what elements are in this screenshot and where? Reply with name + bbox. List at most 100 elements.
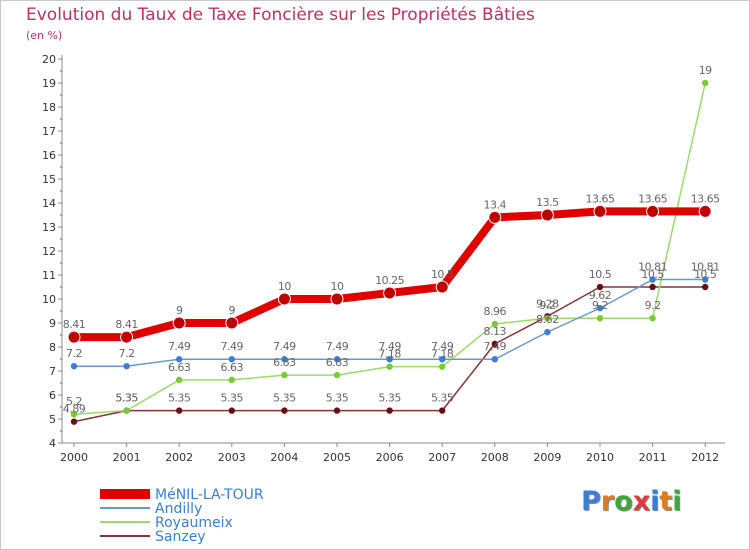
data-point <box>225 316 239 330</box>
data-point <box>70 418 78 425</box>
data-label: 19 <box>699 64 712 77</box>
y-tick-label: 12 <box>42 245 56 258</box>
data-point <box>698 204 712 218</box>
data-point <box>172 316 186 330</box>
data-point <box>383 286 397 300</box>
y-tick-label: 20 <box>42 53 56 66</box>
data-label: 13.5 <box>536 196 559 209</box>
y-tick-label: 15 <box>42 173 56 186</box>
chart-title: Evolution du Taux de Taxe Foncière sur l… <box>26 5 535 25</box>
data-point <box>277 292 291 306</box>
data-label: 7.2 <box>66 347 82 360</box>
data-label: 8.62 <box>536 313 559 326</box>
data-label: 9.2 <box>592 299 608 312</box>
data-label: 9.2 <box>645 299 661 312</box>
y-tick-label: 11 <box>42 269 56 282</box>
data-point <box>544 315 551 322</box>
data-label: 5.35 <box>168 392 191 405</box>
data-label: 10.5 <box>589 268 612 281</box>
data-point <box>333 407 341 414</box>
data-label: 5.35 <box>378 392 401 405</box>
legend-label: Andilly <box>155 501 202 517</box>
data-label: 10.25 <box>375 274 404 287</box>
data-label: 10.5 <box>431 268 454 281</box>
data-label: 5.35 <box>273 392 296 405</box>
data-point <box>596 304 604 312</box>
data-label: 10.5 <box>694 268 717 281</box>
y-tick-label: 13 <box>42 221 56 234</box>
data-label: 6.63 <box>168 361 191 374</box>
data-point <box>646 204 660 218</box>
data-label: 5.35 <box>115 392 138 405</box>
x-tick-label: 2007 <box>428 451 456 464</box>
legend-label: Royaumeix <box>155 515 233 531</box>
data-label: 7.49 <box>378 340 401 353</box>
y-tick-label: 5 <box>49 413 56 426</box>
data-point <box>67 330 81 344</box>
data-point <box>123 407 130 414</box>
data-label: 7.49 <box>221 340 244 353</box>
data-point <box>491 340 498 348</box>
data-point <box>491 320 498 328</box>
data-label: 4.89 <box>63 403 86 416</box>
data-label: 6.63 <box>221 361 244 374</box>
data-point <box>70 411 78 418</box>
data-point <box>649 315 656 322</box>
data-label: 9.62 <box>589 289 612 302</box>
data-label: 5.2 <box>66 395 82 408</box>
data-point <box>386 407 393 414</box>
y-tick-label: 10 <box>42 293 56 306</box>
data-label: 5.35 <box>431 392 454 405</box>
data-label: 7.49 <box>431 340 454 353</box>
data-point <box>70 363 78 370</box>
data-point <box>228 376 235 384</box>
data-point <box>439 356 446 363</box>
legend-label: Sanzey <box>155 529 206 545</box>
data-label: 13.65 <box>691 192 720 205</box>
data-label: 10 <box>331 280 344 293</box>
data-label: 8.41 <box>63 318 86 331</box>
data-label: 6.83 <box>273 356 296 369</box>
x-tick-label: 2002 <box>165 451 193 464</box>
data-point <box>176 356 183 363</box>
data-point <box>439 363 446 370</box>
data-point <box>649 283 656 291</box>
data-label: 10 <box>278 280 291 293</box>
x-tick-label: 2004 <box>270 451 298 464</box>
data-point <box>649 276 656 283</box>
logo-letter: i <box>672 486 682 517</box>
data-point <box>333 371 341 379</box>
logo-letter: P <box>581 486 601 517</box>
data-label: 7.49 <box>484 340 507 353</box>
data-label: 9.2 <box>539 299 555 312</box>
data-point <box>593 204 607 218</box>
data-label: 13.65 <box>638 192 667 205</box>
x-tick-label: 2011 <box>639 451 667 464</box>
y-tick-label: 16 <box>42 149 56 162</box>
data-label: 5.35 <box>115 392 138 405</box>
x-tick-label: 2000 <box>60 451 88 464</box>
data-label: 8.41 <box>115 318 138 331</box>
y-tick-label: 17 <box>42 125 56 138</box>
data-point <box>386 356 393 363</box>
data-point <box>123 363 130 370</box>
data-label: 9 <box>229 304 236 317</box>
data-label: 7.49 <box>326 340 349 353</box>
data-point <box>330 292 344 306</box>
data-label: 5.35 <box>221 392 244 405</box>
y-tick-label: 6 <box>49 389 56 402</box>
y-tick-label: 9 <box>49 317 56 330</box>
data-point <box>702 283 709 291</box>
data-point <box>176 407 183 414</box>
data-label: 5.35 <box>326 392 349 405</box>
logo-letter: t <box>659 486 673 517</box>
data-label: 13.65 <box>586 192 615 205</box>
data-point <box>596 283 604 291</box>
x-tick-label: 2003 <box>218 451 246 464</box>
logo-letter: x <box>632 486 651 517</box>
y-tick-label: 7 <box>49 365 56 378</box>
data-point <box>544 328 551 336</box>
data-point <box>228 356 235 363</box>
logo-letter: r <box>600 486 615 517</box>
